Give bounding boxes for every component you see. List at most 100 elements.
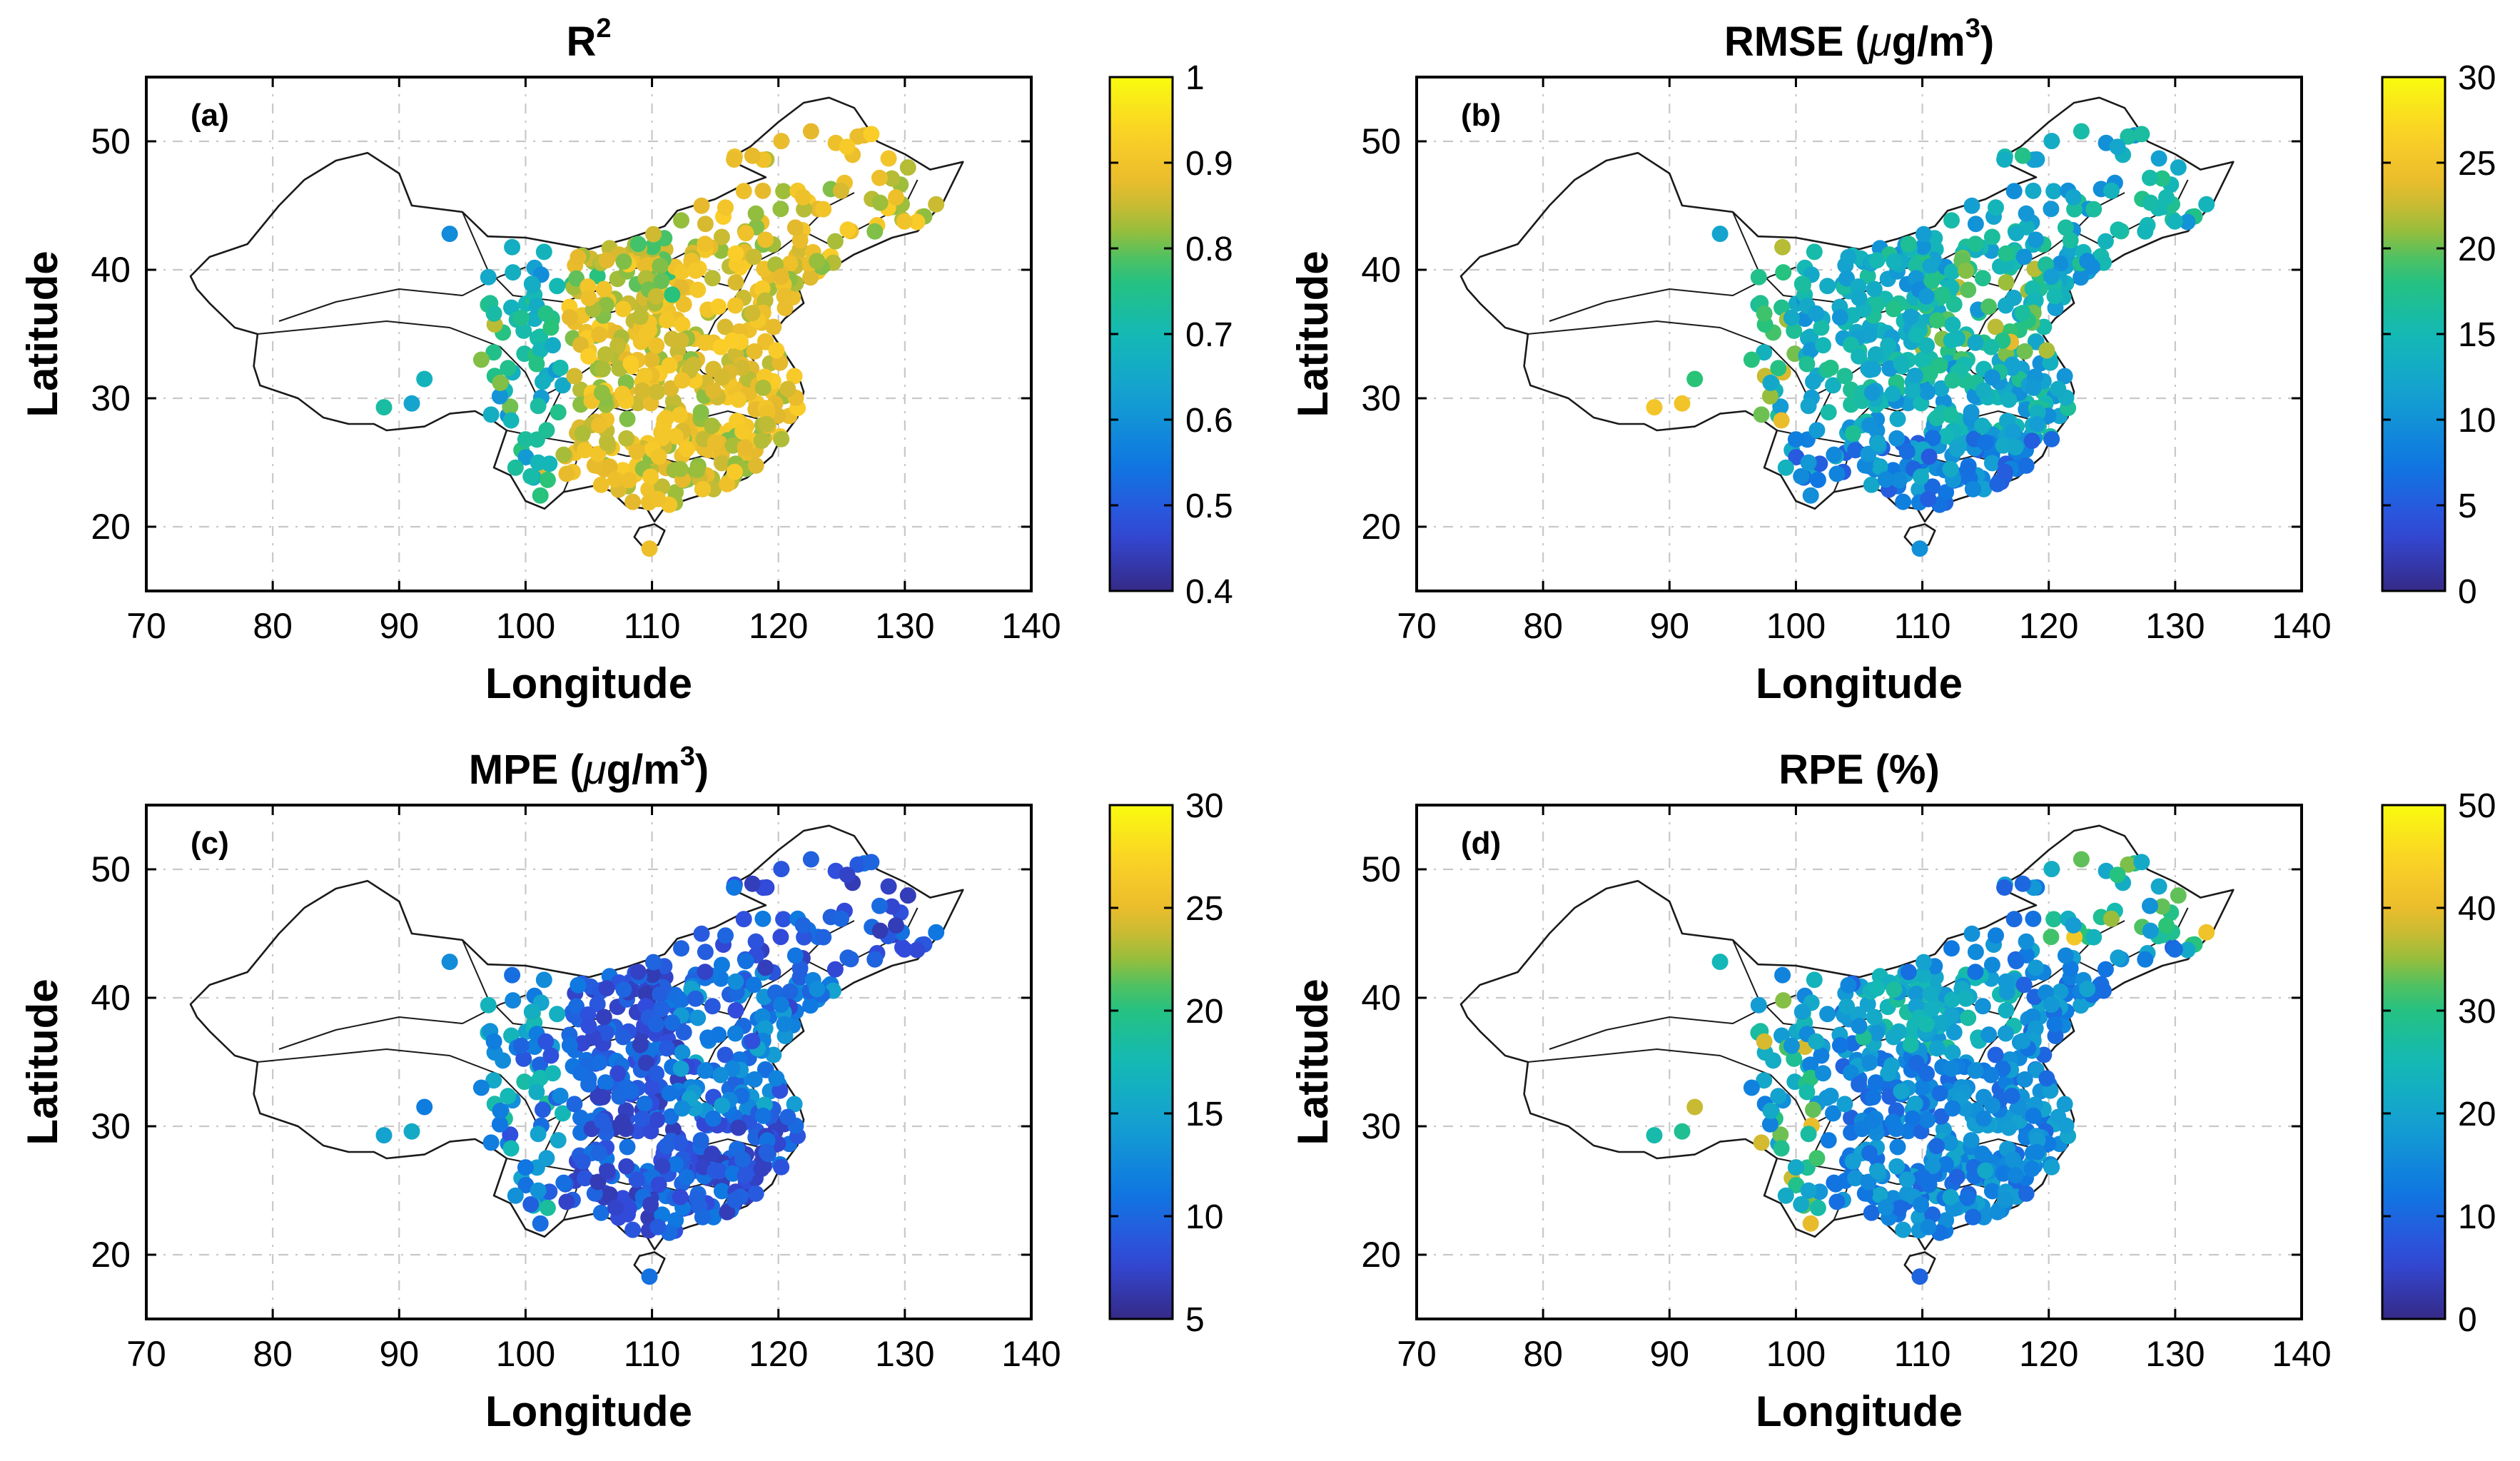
station-point <box>928 196 945 213</box>
station-point <box>662 1108 679 1125</box>
station-point <box>899 159 916 176</box>
station-point <box>1885 1028 1902 1046</box>
station-point <box>2198 196 2215 213</box>
station-point <box>538 422 555 439</box>
title-suffix: ) <box>695 747 709 793</box>
station-point <box>1871 1187 1888 1203</box>
station-point <box>1711 226 1729 243</box>
station-point <box>1914 238 1931 256</box>
station-point <box>2050 1108 2067 1126</box>
station-point <box>2142 897 2158 914</box>
station-point <box>647 1016 664 1033</box>
station-point <box>566 1096 583 1113</box>
station-point <box>2085 201 2102 218</box>
station-point <box>594 1088 611 1106</box>
title-text: R <box>566 19 596 65</box>
station-point <box>664 1014 681 1031</box>
station-point <box>712 1066 729 1083</box>
station-point <box>1987 1046 2004 1063</box>
station-point <box>2014 147 2031 164</box>
station-point <box>1967 334 1984 351</box>
station-point <box>899 887 916 904</box>
station-point <box>1802 341 1819 358</box>
station-point <box>1822 359 1839 376</box>
station-point <box>653 273 670 290</box>
station-point <box>622 355 639 372</box>
station-point <box>632 308 649 325</box>
station-point <box>597 1074 614 1091</box>
station-point <box>1975 1110 1992 1127</box>
station-point <box>717 1046 734 1063</box>
station-point <box>747 457 764 474</box>
station-point <box>776 1016 793 1033</box>
station-point <box>713 228 730 246</box>
station-point <box>674 1100 691 1117</box>
station-point <box>1793 467 1810 485</box>
station-point <box>661 357 678 374</box>
station-point <box>2029 1132 2046 1149</box>
station-point <box>1756 344 1773 361</box>
station-point <box>2079 981 2096 998</box>
station-point <box>802 997 819 1014</box>
station-point <box>1975 382 1992 399</box>
station-point <box>416 1098 433 1116</box>
station-point <box>614 385 631 403</box>
province-border <box>1549 266 1796 322</box>
station-point <box>1877 1199 1894 1216</box>
station-point <box>1836 1096 1853 1113</box>
station-point <box>2005 911 2023 928</box>
station-point <box>528 1083 545 1101</box>
colorbar-tick-label: 25 <box>1185 890 1223 928</box>
station-point <box>2050 380 2067 398</box>
station-point <box>786 368 803 385</box>
station-point <box>1813 319 1830 336</box>
station-point <box>1958 990 1975 1007</box>
y-tick-label: 40 <box>91 250 131 290</box>
colorbar-tick-label: 25 <box>2458 145 2496 183</box>
station-point <box>1928 1138 1945 1155</box>
station-point <box>1924 478 1941 495</box>
station-point <box>532 328 549 345</box>
station-point <box>1914 966 1931 984</box>
station-point <box>772 996 789 1013</box>
station-point <box>1911 540 1928 557</box>
station-point <box>1989 475 2006 492</box>
station-point <box>2073 851 2090 868</box>
station-point <box>539 471 556 488</box>
station-point <box>643 1079 660 1096</box>
station-point <box>1911 1268 1928 1285</box>
station-point <box>1756 305 1773 322</box>
station-point <box>754 1107 771 1124</box>
colorbar-tick-label: 15 <box>2458 316 2496 354</box>
province-border <box>278 266 526 322</box>
station-point <box>634 382 651 399</box>
colorbar-tick-label: 20 <box>2458 1096 2496 1133</box>
panel-letter: (b) <box>1461 98 1501 133</box>
station-point <box>1902 1036 1919 1053</box>
colorbar-tick-label: 0.7 <box>1185 316 1233 354</box>
country-outline <box>1459 96 2235 523</box>
station-point <box>619 1138 636 1156</box>
station-point <box>609 337 627 354</box>
y-tick-label: 20 <box>1361 1235 1401 1275</box>
station-point <box>485 305 502 322</box>
province-border <box>257 320 501 348</box>
station-point <box>654 1158 671 1175</box>
station-point <box>714 369 731 386</box>
station-point <box>609 1065 627 1082</box>
x-tick-label: 80 <box>1523 606 1563 646</box>
station-point <box>2103 910 2120 927</box>
station-point <box>697 236 714 253</box>
station-point <box>1928 312 1945 329</box>
station-point <box>1996 151 2013 168</box>
station-point <box>1920 1218 1937 1235</box>
station-point <box>1798 355 1816 373</box>
station-point <box>643 351 660 368</box>
station-point <box>2085 929 2102 946</box>
station-point <box>592 476 609 493</box>
station-point <box>786 219 804 236</box>
station-point <box>1998 245 2015 262</box>
station-point <box>2038 1070 2055 1087</box>
station-point <box>550 404 567 421</box>
station-point <box>1838 998 1856 1015</box>
